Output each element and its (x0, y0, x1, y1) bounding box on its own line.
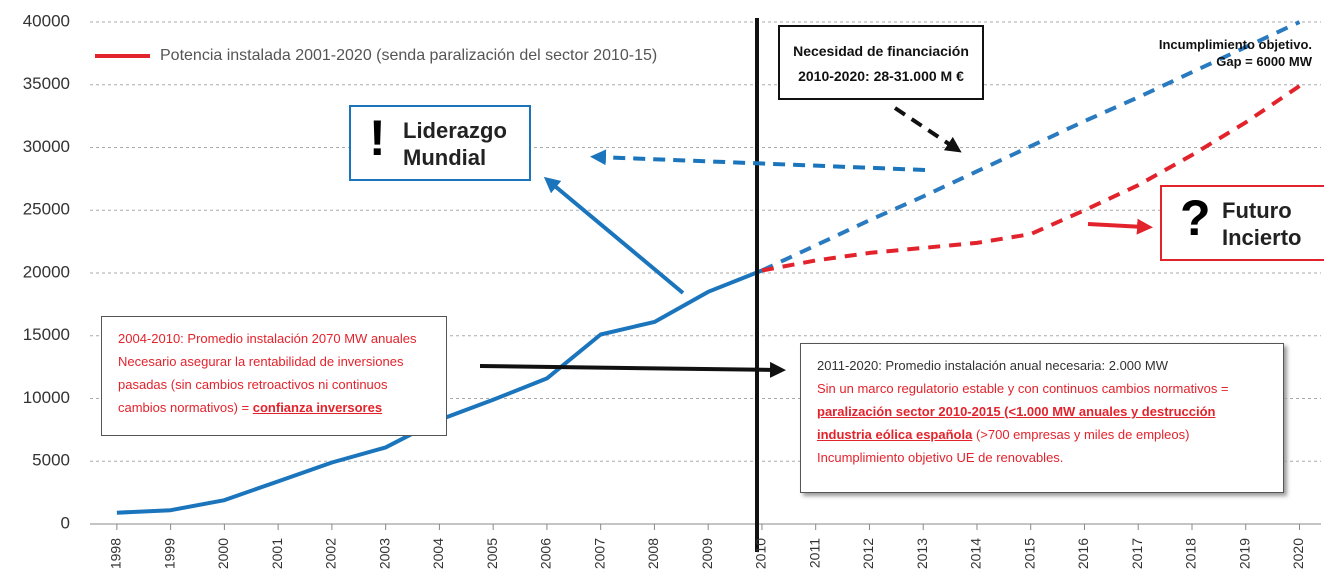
x-tick-label: 2020 (1290, 538, 1306, 569)
label: pasadas (sin cambios retroactivos ni con… (118, 377, 388, 392)
x-tick-label: 2018 (1183, 538, 1199, 569)
label: Sin un marco regulatorio estable y con c… (817, 381, 1229, 396)
arrow (590, 149, 926, 172)
label: 2010-2020: 28-31.000 M € (798, 68, 964, 84)
arrow (543, 176, 685, 295)
x-tick-label: 2009 (699, 538, 715, 569)
x-tick-label: 2001 (269, 538, 285, 569)
label: cambios normativos) = (118, 400, 253, 415)
x-tick-label: 2003 (376, 538, 392, 569)
x-tick-label: 2013 (914, 538, 930, 569)
y-tick-label: 20000 (23, 262, 70, 281)
label: Incumplimiento objetivo. (1158, 37, 1312, 52)
label: (>700 empresas y miles de empleos) (972, 427, 1190, 442)
leadership-box: ! Liderazgo Mundial (349, 105, 531, 181)
y-tick-label: 5000 (32, 451, 70, 470)
y-tick-label: 30000 (23, 137, 70, 156)
label: Futuro (1222, 198, 1292, 223)
x-tick-label: 2004 (430, 538, 446, 569)
label: paralización sector 2010-2015 (<1.000 MW… (817, 404, 1216, 419)
x-tick-label: 1999 (161, 538, 177, 569)
y-tick-label: 40000 (23, 11, 70, 30)
arrow (893, 106, 962, 153)
series-line (761, 84, 1301, 273)
x-tick-label: 2015 (1021, 538, 1037, 569)
x-tick-label: 2016 (1075, 538, 1091, 569)
funding-box: Necesidad de financiación 2010-2020: 28-… (778, 25, 984, 100)
label: Mundial (403, 145, 487, 170)
label: Necesidad de financiación (793, 43, 969, 59)
y-tick-label: 15000 (23, 325, 70, 344)
series-line (761, 20, 1301, 273)
x-tick-label: 2019 (1236, 538, 1252, 569)
x-tick-label: 1998 (108, 538, 124, 569)
x-tick-label: 2002 (323, 538, 339, 569)
x-tick-label: 2012 (860, 538, 876, 569)
past-box: 2004-2010: Promedio instalación 2070 MW … (101, 316, 447, 436)
x-tick-label: 2014 (968, 538, 984, 569)
x-tick-label: 2000 (215, 538, 231, 569)
label: Incierto (1222, 225, 1302, 250)
future-box: ? Futuro Incierto (1160, 185, 1324, 261)
outlook-box: 2011-2020: Promedio instalación anual ne… (800, 343, 1284, 493)
x-tick-label: 2006 (538, 538, 554, 569)
label: 2011-2020: Promedio instalación anual ne… (817, 358, 1168, 373)
x-tick-label: 2005 (484, 538, 500, 569)
arrow (479, 361, 786, 378)
label: confianza inversores (252, 400, 383, 415)
mark: ? (1180, 190, 1211, 246)
y-tick-label: 10000 (23, 388, 70, 407)
y-tick-label: 0 (61, 513, 70, 532)
legend-label: Potencia instalada 2001-2020 (senda para… (160, 47, 657, 64)
y-tick-label: 35000 (23, 74, 70, 93)
label: 2004-2010: Promedio instalación 2070 MW … (118, 331, 417, 346)
x-tick-label: 2010 (753, 538, 769, 569)
label: Liderazgo (403, 118, 507, 143)
label: industria eólica española (817, 427, 973, 442)
label: Necesario asegurar la rentabilidad de in… (118, 354, 404, 369)
gap-note: Incumplimiento objetivo. Gap = 6000 MW (1159, 36, 1312, 70)
arrow (1087, 218, 1153, 235)
x-tick-label: 2007 (591, 538, 607, 569)
y-tick-label: 25000 (23, 200, 70, 219)
label: Gap = 6000 MW (1216, 54, 1312, 69)
x-tick-label: 2011 (806, 538, 822, 568)
mark: ! (369, 110, 386, 166)
label: Incumplimiento objetivo UE de renovables… (817, 450, 1064, 465)
x-tick-label: 2017 (1129, 538, 1145, 569)
x-tick-label: 2008 (645, 538, 661, 569)
